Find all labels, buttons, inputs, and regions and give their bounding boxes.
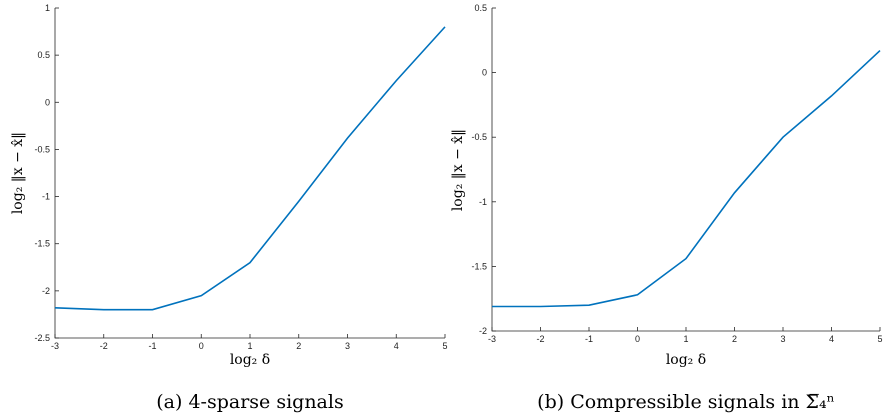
chart-a-ytick-label: -1 [42, 192, 50, 202]
chart-a-xtick-label: 1 [247, 341, 252, 351]
chart-a-xtick-label: 2 [296, 341, 301, 351]
chart-a-ytick-label: -2.5 [34, 333, 50, 343]
chart-a-ytick-label: -2 [42, 286, 50, 296]
chart-b: log₂ δ log₂ ‖x − x̂‖ (b) Compressible si… [450, 3, 883, 413]
chart-b-xtick-label: 1 [683, 334, 688, 344]
chart-b-ytick-label: 0.5 [474, 3, 487, 13]
chart-b-xtick-label: 0 [635, 334, 640, 344]
chart-b-xtick-label: 4 [829, 334, 834, 344]
chart-b-ytick-label: -0.5 [471, 132, 487, 142]
chart-a-ytick-label: 0 [45, 97, 50, 107]
chart-b-ytick-label: -1 [479, 197, 487, 207]
chart-a-series-line [54, 26, 446, 311]
chart-b-xtick-label: -2 [536, 334, 544, 344]
chart-a-ylabel: log₂ ‖x − x̂‖ [10, 132, 26, 214]
chart-b-xlabel: log₂ δ [666, 352, 706, 368]
chart-a-ytick-label: -0.5 [34, 144, 50, 154]
chart-a-xtick-label: -2 [100, 341, 108, 351]
chart-b-xtick-label: -1 [585, 334, 593, 344]
chart-b-xtick-label: 2 [732, 334, 737, 344]
chart-a-ytick-label: -1.5 [34, 239, 50, 249]
chart-b-xtick-label: -3 [488, 334, 496, 344]
chart-b-ylabel: log₂ ‖x − x̂‖ [450, 129, 466, 211]
chart-a-ytick-label: 0.5 [37, 50, 50, 60]
chart-a-axes [54, 8, 445, 339]
chart-a-xtick-label: 5 [442, 341, 447, 351]
chart-b-caption: (b) Compressible signals in Σ̅₄ⁿ [537, 391, 835, 413]
chart-a-xtick-label: -1 [148, 341, 156, 351]
chart-b-xtick-label: 5 [877, 334, 882, 344]
chart-b-xtick-label: 3 [780, 334, 785, 344]
chart-b-ytick-label: 0 [482, 68, 487, 78]
chart-a-xtick-label: 0 [199, 341, 204, 351]
chart-b-series-line [492, 50, 881, 308]
chart-a-ytick-label: 1 [45, 3, 50, 13]
chart-a-xlabel: log₂ δ [230, 352, 270, 368]
chart-b-axes [491, 8, 880, 332]
chart-b-ytick-label: -2 [479, 326, 487, 336]
chart-a-xtick-label: -3 [51, 341, 59, 351]
chart-a-xtick-label: 4 [394, 341, 399, 351]
chart-a-caption: (a) 4-sparse signals [156, 391, 343, 413]
chart-b-ytick-label: -1.5 [471, 261, 487, 271]
chart-a: log₂ δ log₂ ‖x − x̂‖ (a) 4-sparse signal… [10, 3, 448, 413]
chart-a-xtick-label: 3 [345, 341, 350, 351]
